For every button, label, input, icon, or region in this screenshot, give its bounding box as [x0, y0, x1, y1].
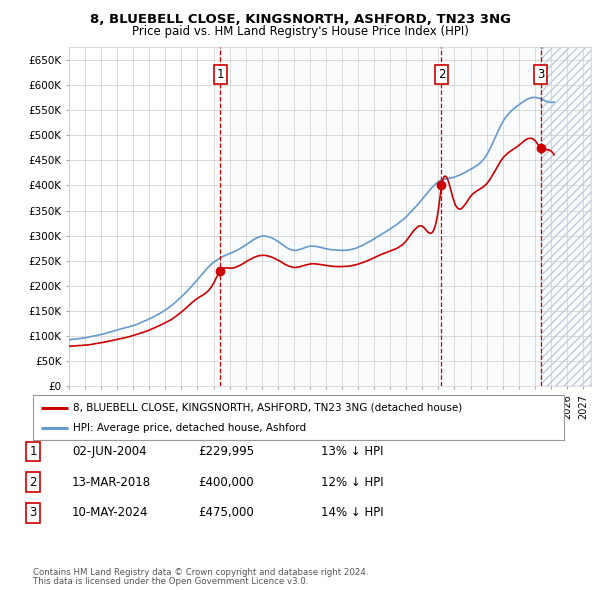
Text: This data is licensed under the Open Government Licence v3.0.: This data is licensed under the Open Gov…: [33, 577, 308, 586]
Text: 10-MAY-2024: 10-MAY-2024: [72, 506, 149, 519]
Text: £400,000: £400,000: [198, 476, 254, 489]
Text: 2: 2: [29, 476, 37, 489]
Text: 2: 2: [438, 68, 445, 81]
Text: HPI: Average price, detached house, Ashford: HPI: Average price, detached house, Ashf…: [73, 423, 306, 433]
Bar: [541, 47, 591, 386]
Text: 14% ↓ HPI: 14% ↓ HPI: [321, 506, 383, 519]
Text: 13% ↓ HPI: 13% ↓ HPI: [321, 445, 383, 458]
Bar: [220, 47, 541, 386]
Text: 1: 1: [29, 445, 37, 458]
Text: 02-JUN-2004: 02-JUN-2004: [72, 445, 146, 458]
Text: Contains HM Land Registry data © Crown copyright and database right 2024.: Contains HM Land Registry data © Crown c…: [33, 568, 368, 577]
Text: 8, BLUEBELL CLOSE, KINGSNORTH, ASHFORD, TN23 3NG: 8, BLUEBELL CLOSE, KINGSNORTH, ASHFORD, …: [89, 13, 511, 26]
Text: 1: 1: [217, 68, 224, 81]
Text: Price paid vs. HM Land Registry's House Price Index (HPI): Price paid vs. HM Land Registry's House …: [131, 25, 469, 38]
Text: £229,995: £229,995: [198, 445, 254, 458]
Text: 12% ↓ HPI: 12% ↓ HPI: [321, 476, 383, 489]
Text: £475,000: £475,000: [198, 506, 254, 519]
Text: 3: 3: [29, 506, 37, 519]
Text: 8, BLUEBELL CLOSE, KINGSNORTH, ASHFORD, TN23 3NG (detached house): 8, BLUEBELL CLOSE, KINGSNORTH, ASHFORD, …: [73, 403, 462, 412]
Text: 3: 3: [537, 68, 544, 81]
Text: 13-MAR-2018: 13-MAR-2018: [72, 476, 151, 489]
Bar: [541, 47, 591, 386]
